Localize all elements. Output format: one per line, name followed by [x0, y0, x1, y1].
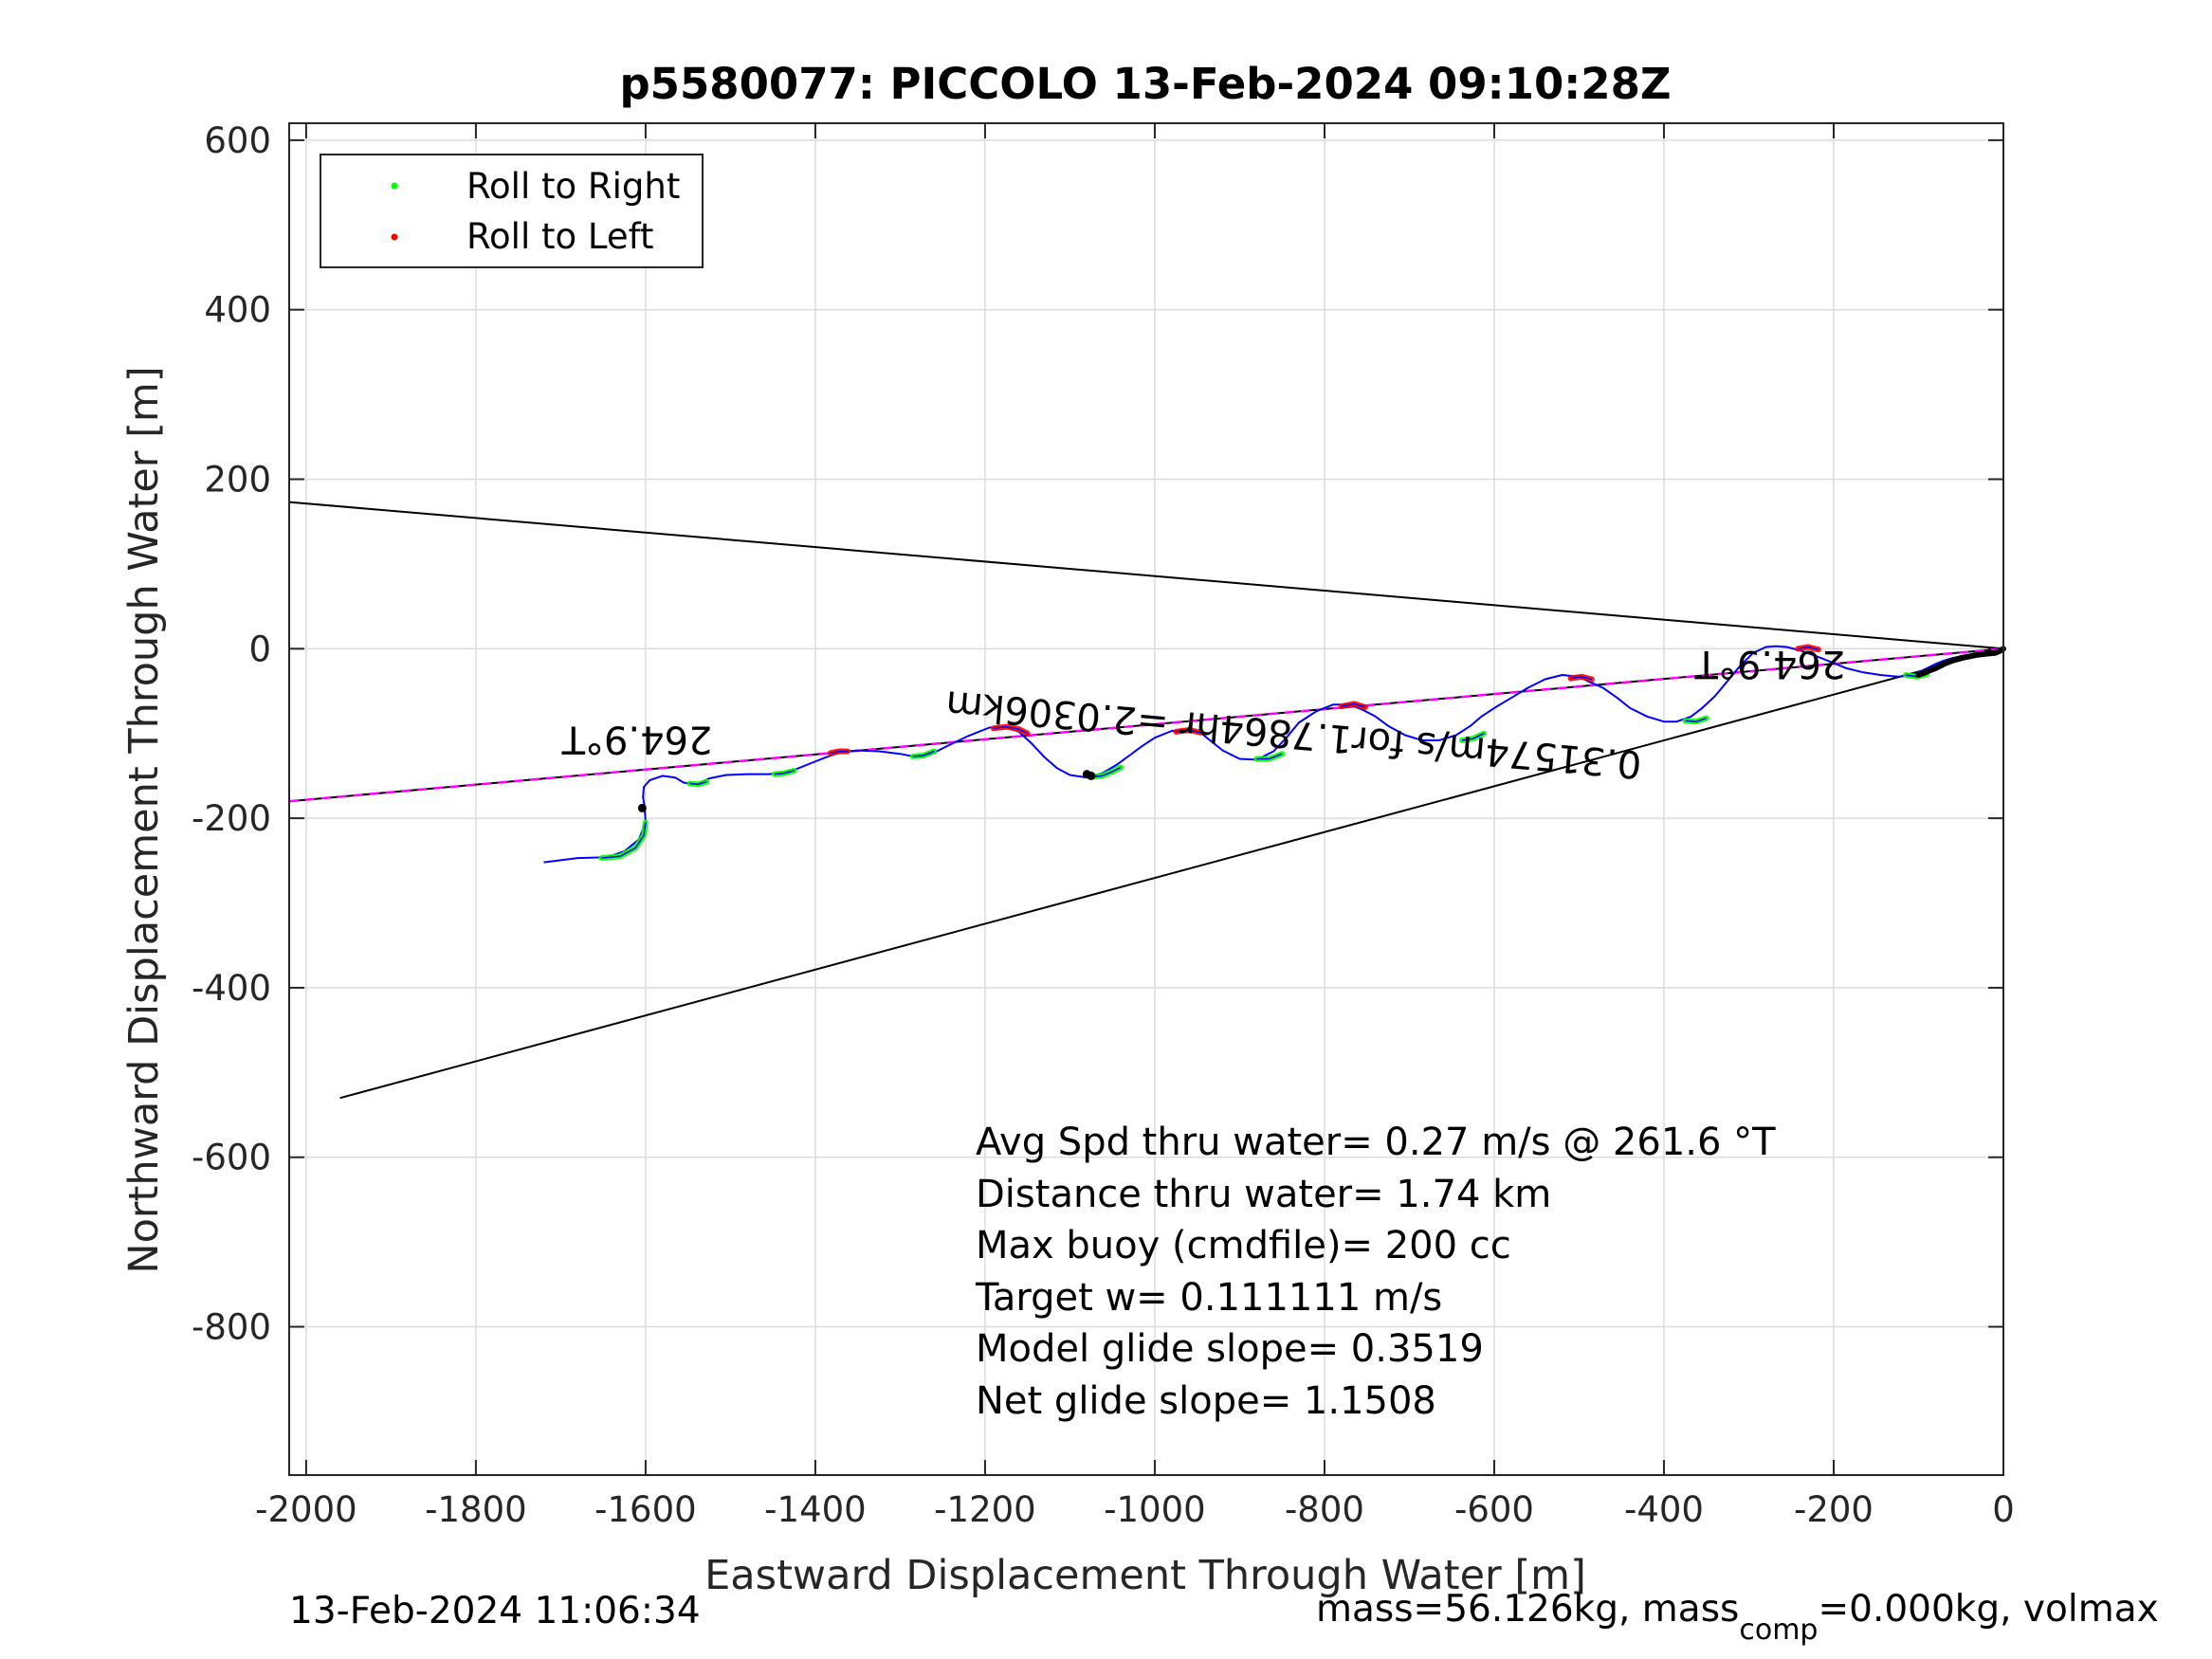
roll-segment-centerline: [1341, 702, 1366, 708]
axes-box: [288, 122, 2004, 1476]
roll-segment-centerline: [1570, 676, 1593, 681]
roll-segment-centerline: [689, 780, 707, 786]
footer-mass-suffix: =0.000kg, volmax: [1818, 1588, 2158, 1631]
tick-labels: -2000 -1800 -1600 -1400 -1200 -1000 -800 -600 -4…: [192, 120, 2015, 1530]
legend-swatch-roll-left: [391, 233, 398, 241]
legend-swatch-roll-right: [391, 182, 398, 190]
x-tick-label: 0: [1992, 1489, 2015, 1530]
axis-ticks: [289, 123, 2004, 1475]
roll-segment-centerline: [993, 725, 1029, 735]
stat-target-w: Target w= 0.111111 m/s: [975, 1276, 1442, 1320]
x-tick-label: -200: [1794, 1489, 1874, 1530]
legend: Roll to Right Roll to Left: [320, 154, 704, 268]
stat-avg-speed: Avg Spd thru water= 0.27 m/s @ 261.6 °T: [976, 1121, 1776, 1164]
roll-segment-centerline: [601, 822, 647, 859]
legend-label-roll-right: Roll to Right: [466, 166, 680, 207]
summary-stats: Avg Spd thru water= 0.27 m/s @ 261.6 °T …: [975, 1121, 1776, 1423]
x-tick-label: -1800: [425, 1489, 527, 1530]
heading-reference-line: [339, 647, 2004, 1100]
chart-title: p5580077: PICCOLO 13-Feb-2024 09:10:28Z: [619, 59, 1671, 109]
y-tick-label: -200: [192, 798, 271, 839]
x-tick-label: -800: [1285, 1489, 1364, 1530]
roll-segment-centerline: [1176, 729, 1202, 734]
roll-segment-centerline: [1461, 733, 1485, 741]
roll-segment-centerline: [912, 750, 935, 757]
axes-background: [289, 123, 2003, 1475]
dive-marker: [1082, 770, 1091, 779]
roll-segment-centerline: [1685, 717, 1707, 722]
stat-model-glide-slope: Model glide slope= 0.3519: [976, 1327, 1484, 1371]
dive-marker: [637, 803, 647, 812]
footer-mass-prefix: mass=56.126kg, mass: [1316, 1588, 1739, 1631]
stat-max-buoy: Max buoy (cmdfile)= 200 cc: [976, 1224, 1511, 1267]
roll-segment-centerline: [1256, 753, 1283, 760]
heading-dashed-line: [288, 647, 2004, 803]
dive-markers: [637, 646, 2006, 812]
stat-distance: Distance thru water= 1.74 km: [976, 1173, 1551, 1216]
y-tick-label: -600: [192, 1138, 271, 1178]
roll-segment-centerline: [830, 750, 848, 755]
y-tick-label: -400: [192, 968, 271, 1009]
y-tick-label: 600: [204, 120, 271, 161]
heading-label: 264.9°T: [561, 718, 713, 761]
x-tick-label: -2000: [255, 1489, 357, 1530]
heading-reference-line: [288, 501, 2004, 650]
x-axis-label: Eastward Displacement Through Water [m]: [704, 1552, 1586, 1599]
x-tick-label: -1600: [594, 1489, 697, 1530]
roll-segment-centerline: [1093, 766, 1122, 778]
y-tick-label: 0: [248, 629, 271, 669]
heading-label: 264.9°T: [1694, 642, 1846, 685]
roll-segment-centerline: [774, 770, 795, 775]
x-tick-label: -1000: [1104, 1489, 1206, 1530]
x-tick-label: -400: [1624, 1489, 1704, 1530]
y-tick-label: -800: [192, 1307, 271, 1348]
x-tick-label: -1200: [934, 1489, 1036, 1530]
reference-lines: [288, 501, 2004, 1100]
legend-label-roll-left: Roll to Left: [466, 216, 654, 257]
stat-net-glide-slope: Net glide slope= 1.1508: [976, 1379, 1436, 1423]
y-tick-label: 200: [204, 459, 271, 500]
surface-marker-trail: [1915, 646, 2006, 678]
roll-markers: [598, 644, 1930, 862]
y-axis-label: Northward Displacement Through Water [m]: [120, 366, 168, 1273]
x-tick-label: -600: [1454, 1489, 1534, 1530]
y-tick-label: 400: [204, 290, 271, 331]
footer-mass-info: mass=56.126kg, masscomp=0.000kg, volmax: [1316, 1588, 2159, 1647]
footer-mass-subscript: comp: [1739, 1613, 1818, 1647]
x-tick-label: -1400: [764, 1489, 867, 1530]
legend-box: [320, 154, 704, 268]
roll-segment-centerline: [1798, 646, 1819, 650]
footer-timestamp: 13-Feb-2024 11:06:34: [289, 1590, 701, 1632]
